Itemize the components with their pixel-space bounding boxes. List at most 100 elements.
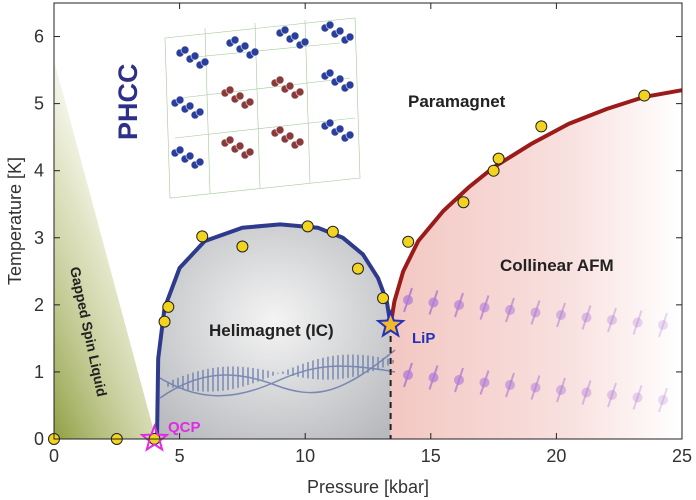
y-tick-label: 2 <box>34 295 44 315</box>
y-axis-label: Temperature [K] <box>5 157 25 285</box>
afm-spin-atom <box>632 317 643 328</box>
helix-spin-decoration <box>159 349 396 399</box>
lip-star-marker <box>375 309 406 338</box>
afm-spin-arrow <box>581 305 592 330</box>
crystal-atom <box>345 32 355 42</box>
afm-spin-atom <box>530 382 541 393</box>
afm-spin-atom <box>403 370 413 380</box>
crystal-atom <box>325 20 335 30</box>
afm-spin-atom <box>428 297 439 308</box>
afm-spin-atom <box>556 310 566 320</box>
data-point <box>351 262 364 275</box>
data-point <box>402 235 415 248</box>
afm-spin-atom <box>505 380 515 390</box>
collinear-afm-region <box>390 90 682 439</box>
x-tick-label: 5 <box>175 446 185 466</box>
afm-spin-atom <box>556 385 566 395</box>
crystal-atom <box>325 118 335 128</box>
data-point <box>487 164 500 177</box>
crystal-atom <box>190 51 200 61</box>
x-axis-label: Pressure [kbar] <box>307 477 429 497</box>
crystal-atom <box>335 124 345 134</box>
afm-spin-atom <box>454 375 464 385</box>
crystal-atom <box>225 85 235 95</box>
crystal-atom <box>335 74 345 84</box>
crystal-atom <box>280 25 290 35</box>
data-point <box>301 220 314 233</box>
y-tick-label: 6 <box>34 27 44 47</box>
afm-spin-atom <box>607 390 617 400</box>
crystal-atom <box>335 26 345 36</box>
data-point <box>377 292 390 305</box>
crystal-atom <box>185 101 195 111</box>
data-point <box>326 225 339 238</box>
afm-spin-arrow <box>607 382 617 408</box>
crystal-atom <box>300 37 310 47</box>
lip-label: LiP <box>412 330 435 347</box>
afm-spin-arrow <box>632 385 643 410</box>
afm-spin-arrow <box>556 302 566 328</box>
special-points <box>139 309 406 452</box>
afm-spin-atom <box>479 302 490 313</box>
afm-spin-atom <box>658 395 668 405</box>
afm-spin-arrow <box>658 312 668 338</box>
crystal-atom <box>200 57 210 67</box>
afm-spin-atom <box>530 307 541 318</box>
axis-ticks: 0 5 10 15 20 25 0 1 2 3 4 5 6 <box>34 3 692 466</box>
crystal-atom <box>235 91 245 101</box>
afm-spin-atom <box>632 392 643 403</box>
crystal-atom <box>230 35 240 45</box>
crystal-atom <box>275 75 285 85</box>
afm-spin-atom <box>607 315 617 325</box>
crystal-atom <box>225 135 235 145</box>
afm-spin-decoration <box>403 287 668 413</box>
data-point <box>492 152 505 165</box>
helimagnet-region <box>157 224 391 439</box>
crystal-atom <box>250 47 260 57</box>
afm-spin-arrow <box>632 310 643 335</box>
crystal-atom <box>195 107 205 117</box>
crystal-atom <box>295 137 305 147</box>
afm-spin-atom <box>658 320 668 330</box>
crystal-atom <box>245 147 255 157</box>
data-point <box>535 120 548 133</box>
crystal-atom <box>175 95 185 105</box>
gapped-spin-liquid-region <box>54 60 156 439</box>
afm-spin-arrow <box>607 307 617 333</box>
y-tick-label: 0 <box>34 429 44 449</box>
crystal-atom <box>180 45 190 55</box>
x-tick-label: 15 <box>421 446 441 466</box>
paramagnet-label: Paramagnet <box>408 92 506 111</box>
afm-spin-atom <box>479 377 490 388</box>
crystal-atom <box>290 31 300 41</box>
crystal-atom <box>275 125 285 135</box>
crystal-structure-inset <box>164 17 361 199</box>
crystal-atom <box>235 141 245 151</box>
qcp-label: QCP <box>168 419 201 436</box>
crystal-atom <box>185 151 195 161</box>
x-tick-label: 25 <box>672 446 692 466</box>
y-tick-label: 5 <box>34 94 44 114</box>
afm-spin-atom <box>428 372 439 383</box>
x-tick-label: 20 <box>546 446 566 466</box>
y-tick-label: 3 <box>34 228 44 248</box>
data-point <box>457 196 470 209</box>
crystal-atom <box>285 131 295 141</box>
collinear-afm-label: Collinear AFM <box>500 256 614 275</box>
crystal-atom <box>195 157 205 167</box>
data-point <box>236 240 249 253</box>
crystal-atom <box>175 145 185 155</box>
helimagnet-label: Helimagnet (IC) <box>209 321 334 340</box>
afm-spin-atom <box>581 387 592 398</box>
afm-spin-arrow <box>581 380 592 405</box>
data-point <box>162 300 175 313</box>
data-point <box>196 230 209 243</box>
afm-spin-arrow <box>556 377 566 403</box>
afm-spin-arrow <box>658 387 668 413</box>
x-tick-label: 10 <box>295 446 315 466</box>
data-point <box>638 89 651 102</box>
crystal-atom <box>245 97 255 107</box>
y-tick-label: 1 <box>34 362 44 382</box>
afm-spin-atom <box>505 305 515 315</box>
